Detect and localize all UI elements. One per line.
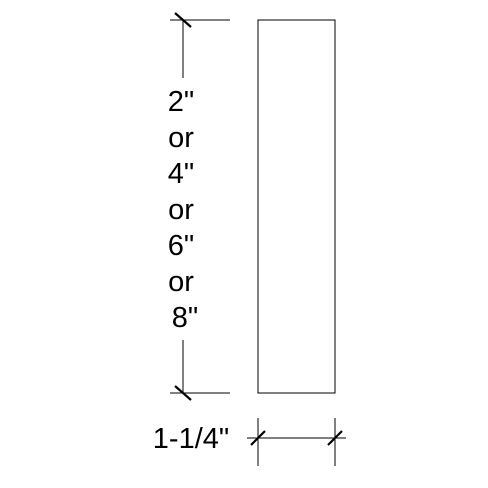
width-tick-left (250, 430, 266, 446)
height-tick-top (174, 12, 192, 28)
height-tick-bottom (174, 385, 192, 401)
height-label-line-7: 8" (172, 302, 198, 334)
width-tick-right (327, 430, 343, 446)
height-label: 2" or 4" or 6" or 8" (168, 86, 203, 334)
height-label-line-2: or (168, 122, 194, 154)
height-label-line-4: or (168, 194, 194, 226)
height-label-line-3: 4" (168, 158, 194, 190)
width-label: 1-1/4" (153, 423, 229, 455)
height-label-line-6: or (168, 266, 194, 298)
height-label-line-1: 2" (168, 86, 194, 118)
height-dimension: 2" or 4" or 6" or 8" (168, 12, 230, 401)
width-dimension: 1-1/4" (153, 418, 346, 466)
height-label-line-5: 6" (168, 230, 194, 262)
board-profile (257, 19, 336, 394)
